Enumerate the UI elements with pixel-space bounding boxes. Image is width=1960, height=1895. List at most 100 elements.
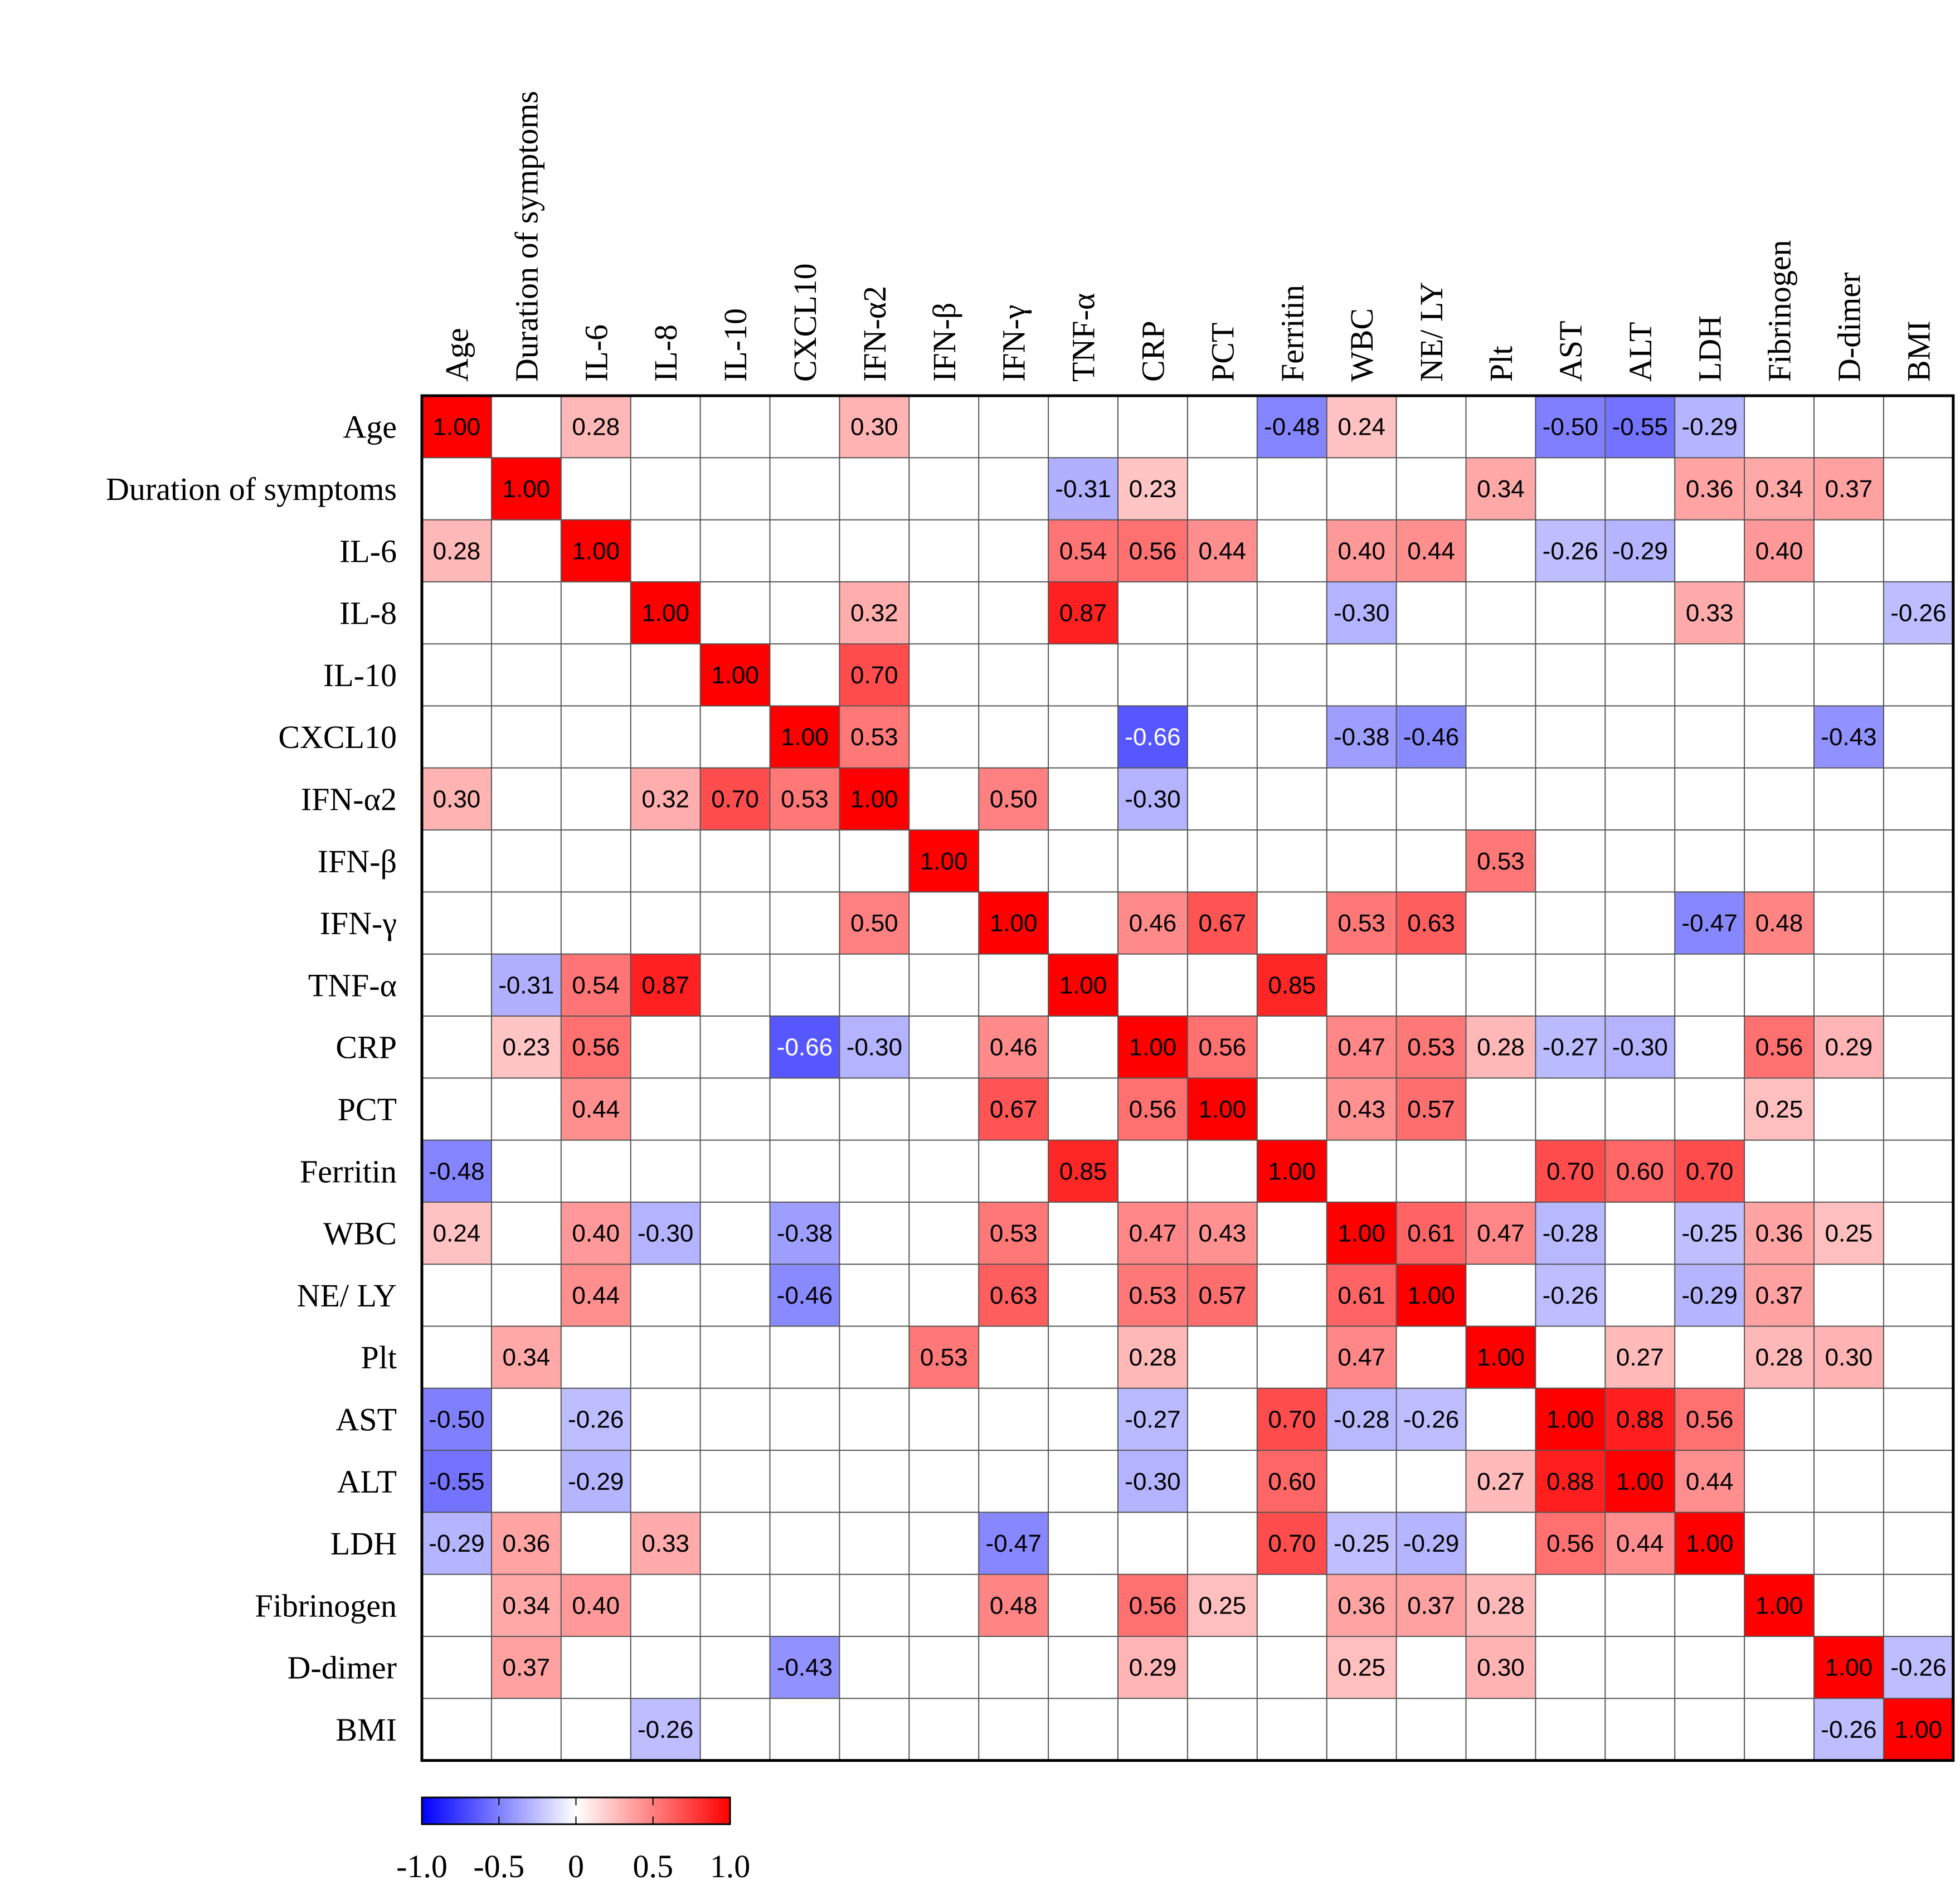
column-label-ifn: IFN-γ [996,305,1032,382]
cell-value-label: 0.70 [1268,1406,1316,1433]
cell-value-label: -0.66 [1125,723,1180,751]
column-label-pct: PCT [1204,323,1241,382]
heatmap-cell [979,1202,1049,1265]
cell-value-label: 0.54 [572,971,620,999]
cell-value-label: -0.55 [1612,414,1668,441]
heatmap-cell [1744,1574,1814,1636]
heatmap-cell [1605,1140,1675,1202]
heatmap-cell [1187,519,1257,582]
cell-value-label: 0.37 [1825,475,1873,503]
heatmap-cell [1605,1016,1675,1078]
cell-value-label: 0.32 [641,785,689,813]
cell-value-label: 0.70 [1686,1158,1734,1185]
heatmap-cell [1466,458,1536,520]
heatmap-cell [422,767,492,830]
heatmap-cell [979,892,1049,954]
cell-value-label: 1.00 [711,662,759,689]
cell-value-label: 0.56 [572,1034,620,1061]
cell-value-label: -0.46 [1403,723,1459,751]
heatmap-cell [1118,1450,1188,1513]
heatmap-cell [561,1450,631,1513]
cell-value-label: -0.66 [777,1034,833,1061]
cell-value-label: 0.50 [990,785,1038,813]
cell-value-label: 0.47 [1338,1034,1385,1061]
cell-value-label: 0.44 [572,1282,620,1309]
heatmap-cell [979,767,1049,830]
cell-value-label: -0.30 [638,1220,693,1247]
heatmap-cell [1535,1016,1606,1078]
cell-value-label: -0.30 [1125,1468,1180,1495]
heatmap-cell [1326,1388,1397,1451]
cell-value-label: 0.25 [1338,1654,1385,1682]
cell-value-label: 0.53 [781,785,829,813]
cell-value-label: 1.00 [572,537,620,565]
cell-value-label: 0.36 [1686,475,1734,503]
cell-value-label: 1.00 [1059,971,1107,999]
heatmap-cell [1535,519,1606,582]
column-label-plt: Plt [1483,346,1519,382]
heatmap-cell [770,1636,840,1699]
heatmap-cell [1744,1202,1814,1265]
heatmap-cell [422,396,492,458]
heatmap-cell [1326,1078,1397,1140]
cell-value-label: 0.88 [1616,1406,1664,1433]
heatmap-cell [839,396,910,458]
cell-value-label: -0.50 [1543,414,1598,441]
heatmap-cell [1326,1574,1397,1636]
heatmap-cell [491,1016,561,1078]
cell-value-label: 0.24 [433,1220,481,1247]
heatmap-cell [1326,706,1397,768]
cell-value-label: -0.30 [1612,1034,1668,1061]
cell-value-label: 0.44 [1199,537,1247,565]
cell-value-label: 0.53 [990,1220,1038,1247]
heatmap-cell [1535,396,1606,458]
cell-value-label: 0.28 [1477,1592,1525,1619]
cell-value-label: -0.29 [1612,537,1668,565]
row-label-alt: ALT [337,1464,397,1500]
heatmap-cell [979,1016,1049,1078]
cell-value-label: 0.87 [1059,600,1107,627]
heatmap-cell [1535,1264,1606,1326]
heatmap-cell [1396,706,1466,768]
heatmap-cell [839,1016,910,1078]
cell-value-label: 1.00 [850,785,898,813]
cell-value-label: -0.46 [777,1282,833,1309]
heatmap-cell [630,1202,701,1265]
cell-value-label: 0.37 [1407,1592,1455,1619]
cell-value-label: 0.70 [850,662,898,689]
heatmap-cell [1257,1140,1327,1202]
heatmap-cell [1326,1512,1397,1575]
cell-value-label: -0.29 [1682,414,1738,441]
heatmap-cell [1048,1140,1118,1202]
heatmap-cell [1326,1016,1397,1078]
heatmap-cell [1118,1326,1188,1388]
cell-value-label: -0.47 [986,1530,1042,1557]
heatmap-cell [1605,519,1675,582]
heatmap-cell [839,581,910,644]
cell-value-label: 0.40 [572,1220,620,1247]
cell-value-label: -0.47 [1682,910,1738,937]
cell-value-label: 0.36 [503,1530,551,1557]
cell-value-label: -0.26 [638,1716,693,1743]
heatmap-cell [422,1140,492,1202]
heatmap-cell [1257,1450,1327,1513]
cell-value-label: -0.26 [1543,537,1598,565]
row-label-plt: Plt [361,1339,397,1376]
heatmap-cell [422,1388,492,1451]
cell-value-label: -0.27 [1543,1034,1598,1061]
heatmap-cell [770,1264,840,1326]
cell-value-label: -0.28 [1334,1406,1389,1433]
cell-value-label: -0.48 [429,1158,484,1185]
cell-value-label: 0.53 [1477,848,1525,875]
heatmap-cell [1814,458,1884,520]
column-label-fibrinogen: Fibrinogen [1762,240,1798,382]
row-label-cxcl10: CXCL10 [278,719,397,755]
heatmap-cell [1883,1698,1953,1761]
cell-value-label: 1.00 [1825,1654,1873,1682]
cell-value-label: 0.40 [1338,537,1385,565]
heatmap-cell [1118,519,1188,582]
heatmap-cell [1396,519,1466,582]
heatmap-cell [909,1326,979,1388]
cell-value-label: 0.44 [1686,1468,1734,1495]
heatmap-cell [1326,519,1397,582]
